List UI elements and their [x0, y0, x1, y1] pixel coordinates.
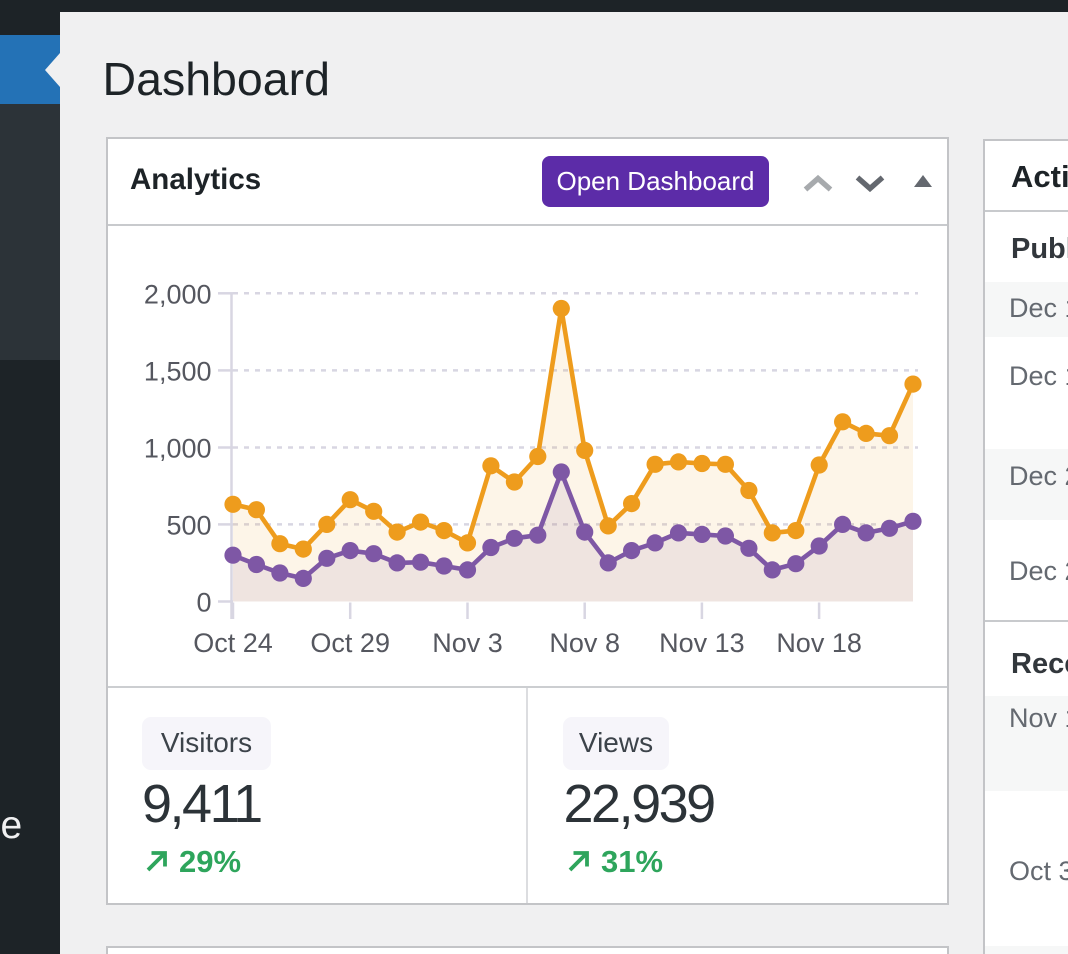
svg-text:Oct 24: Oct 24 [193, 628, 273, 658]
svg-text:Nov 8: Nov 8 [549, 628, 620, 658]
svg-text:2,000: 2,000 [144, 279, 212, 309]
svg-text:Oct 29: Oct 29 [310, 628, 390, 658]
svg-text:1,500: 1,500 [144, 356, 212, 386]
svg-text:Nov 18: Nov 18 [776, 628, 862, 658]
svg-text:Nov 3: Nov 3 [432, 628, 503, 658]
svg-text:Nov 13: Nov 13 [659, 628, 745, 658]
svg-text:1,000: 1,000 [144, 434, 212, 464]
svg-text:500: 500 [166, 510, 211, 540]
svg-text:0: 0 [196, 588, 211, 618]
